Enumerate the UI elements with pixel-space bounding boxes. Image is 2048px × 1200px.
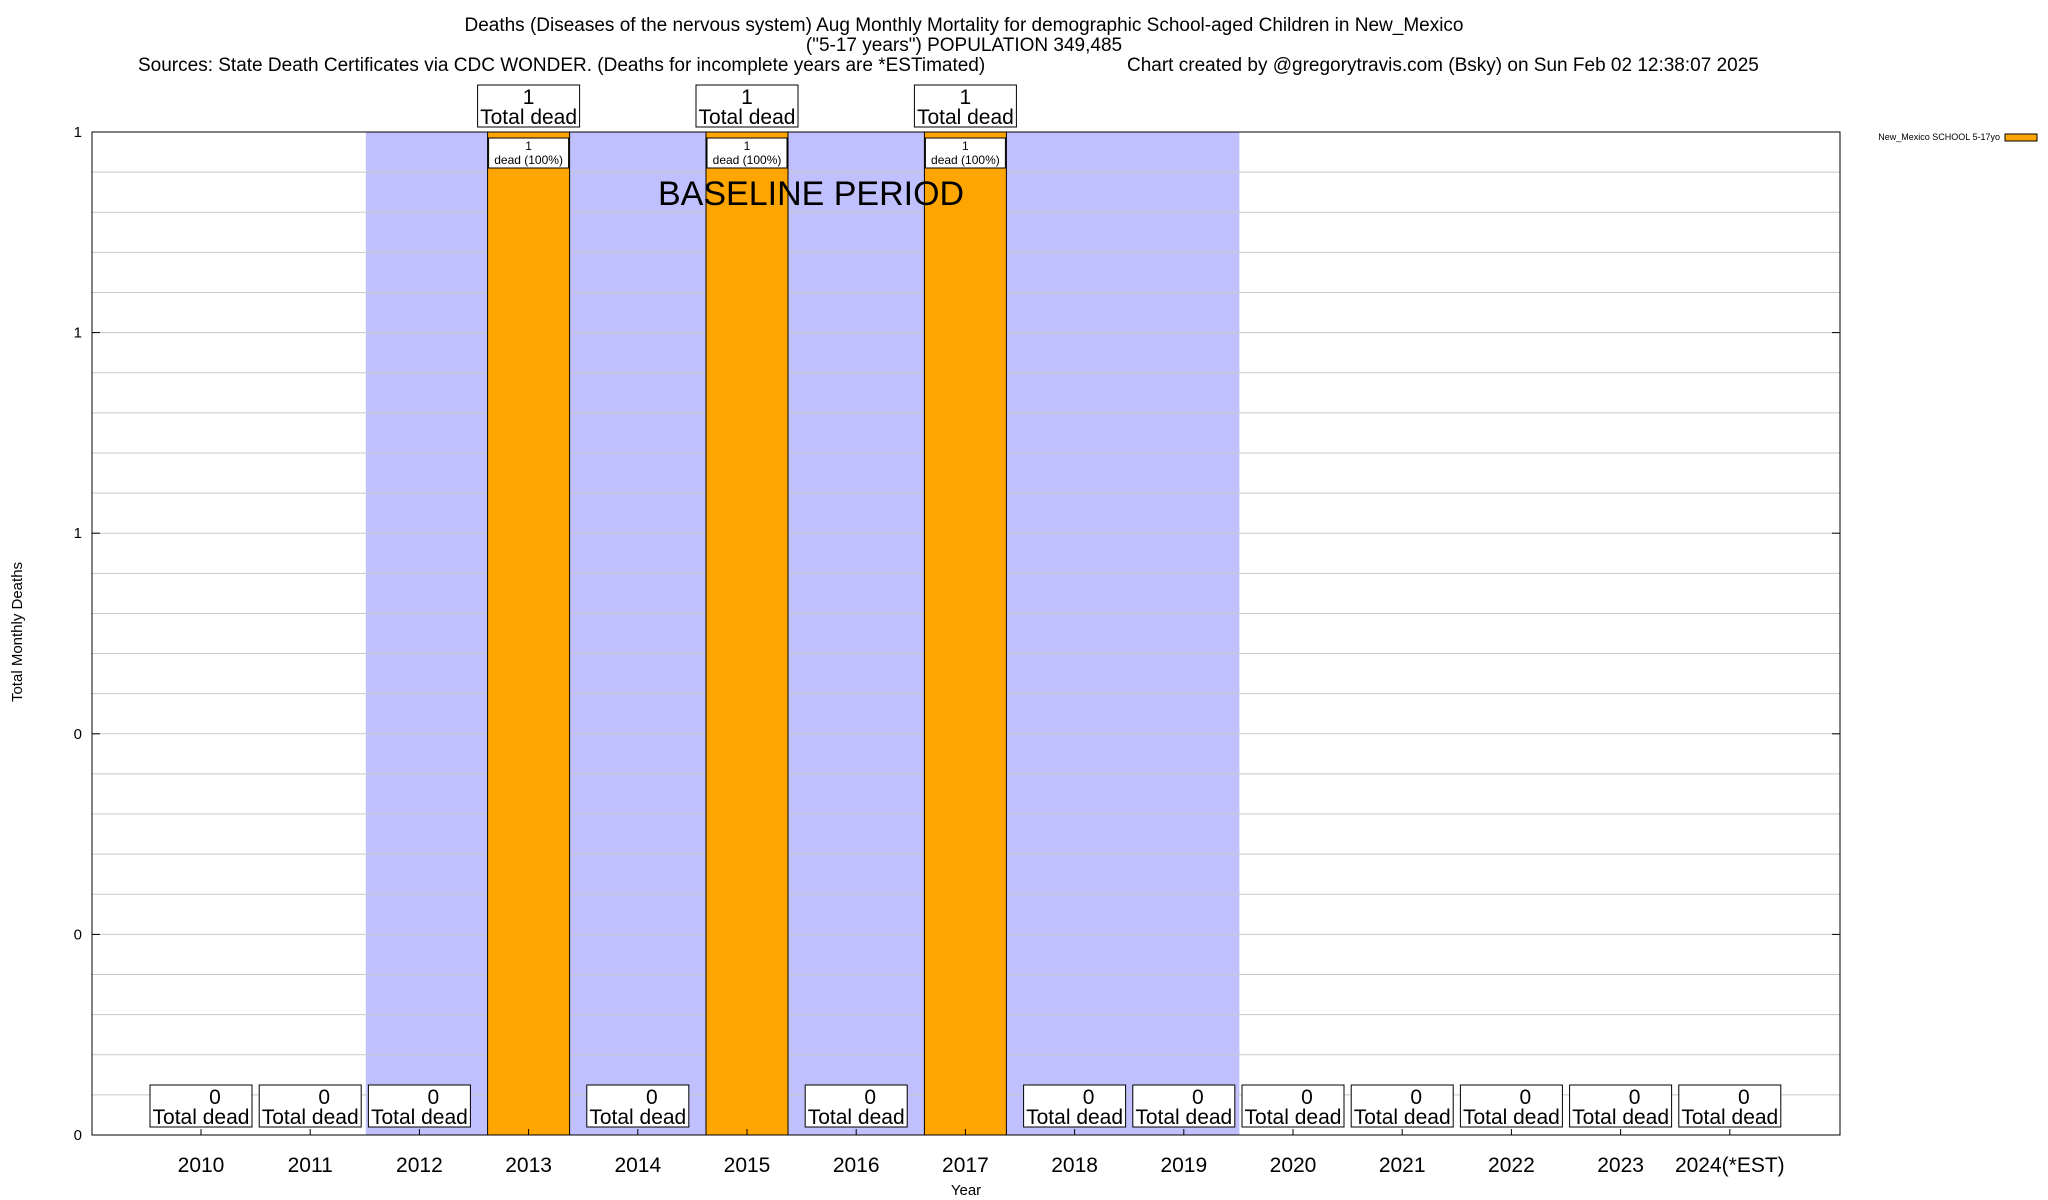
sources-text: Sources: State Death Certificates via CD… bbox=[138, 55, 985, 76]
total-label-count: 0 bbox=[318, 1086, 330, 1109]
bar bbox=[487, 131, 571, 1136]
total-label-box bbox=[695, 84, 799, 128]
x-tick-label: 2010 bbox=[178, 1154, 225, 1177]
total-label-box bbox=[1350, 1084, 1454, 1128]
total-label-text: Total dead bbox=[589, 1106, 686, 1129]
total-label-box bbox=[367, 1084, 471, 1128]
total-label-text: Total dead bbox=[1245, 1106, 1342, 1129]
total-label-count: 1 bbox=[960, 86, 972, 109]
total-label-box bbox=[1023, 1084, 1127, 1128]
total-label-count: 0 bbox=[1301, 1086, 1313, 1109]
segment-label-box bbox=[488, 137, 570, 169]
x-tick-label: 2013 bbox=[505, 1154, 552, 1177]
total-label-box bbox=[258, 1084, 362, 1128]
legend: New_Mexico SCHOOL 5-17yo bbox=[1878, 132, 2038, 142]
total-label-box bbox=[149, 1084, 253, 1128]
total-label-box bbox=[477, 84, 581, 128]
x-tick-label: 2020 bbox=[1270, 1154, 1317, 1177]
x-tick-label: 2018 bbox=[1051, 1154, 1098, 1177]
x-tick-label: 2019 bbox=[1160, 1154, 1207, 1177]
total-label-text: Total dead bbox=[153, 1106, 250, 1129]
x-tick-label: 2011 bbox=[288, 1154, 333, 1177]
total-label-text: Total dead bbox=[808, 1106, 905, 1129]
total-label-count: 0 bbox=[428, 1086, 440, 1109]
total-label-text: Total dead bbox=[1354, 1106, 1451, 1129]
total-label-count: 0 bbox=[1083, 1086, 1095, 1109]
total-label-count: 0 bbox=[1520, 1086, 1532, 1109]
total-label-box bbox=[1132, 1084, 1236, 1128]
total-label-count: 0 bbox=[646, 1086, 658, 1109]
total-label-box bbox=[1678, 1084, 1782, 1128]
baseline-period-label: BASELINE PERIOD bbox=[658, 175, 964, 213]
x-tick-label: 2023 bbox=[1597, 1154, 1644, 1177]
credit-text: Chart created by @gregorytravis.com (Bsk… bbox=[1127, 55, 1759, 76]
total-label-count: 0 bbox=[1410, 1086, 1422, 1109]
total-label-count: 0 bbox=[1629, 1086, 1641, 1109]
segment-label-box bbox=[706, 137, 788, 169]
x-tick-label: 2016 bbox=[833, 1154, 880, 1177]
total-label-count: 0 bbox=[209, 1086, 221, 1109]
segment-label-count: 1 bbox=[962, 139, 969, 153]
total-label-box bbox=[1569, 1084, 1673, 1128]
x-axis-title: Year bbox=[951, 1182, 981, 1199]
x-tick-label: 2014 bbox=[614, 1154, 661, 1177]
y-tick-label: 0 bbox=[74, 1127, 82, 1144]
y-tick-label: 1 bbox=[74, 325, 82, 342]
total-label-text: Total dead bbox=[699, 106, 796, 129]
y-tick-label: 1 bbox=[74, 525, 82, 542]
total-label-text: Total dead bbox=[480, 106, 577, 129]
x-tick-label: 2012 bbox=[396, 1154, 443, 1177]
bars bbox=[197, 131, 1734, 1136]
bar bbox=[923, 131, 1007, 1136]
segment-label-count: 1 bbox=[744, 139, 751, 153]
total-label-box bbox=[804, 1084, 908, 1128]
total-label-box bbox=[1459, 1084, 1563, 1128]
x-tick-label: 2024(*EST) bbox=[1675, 1154, 1785, 1177]
total-label-text: Total dead bbox=[1026, 1106, 1123, 1129]
total-label-text: Total dead bbox=[1681, 1106, 1778, 1129]
title-line-1: Deaths (Diseases of the nervous system) … bbox=[464, 15, 1463, 36]
x-tick-label: 2017 bbox=[942, 1154, 989, 1177]
total-label-count: 0 bbox=[1738, 1086, 1750, 1109]
axis-ticks bbox=[92, 131, 1840, 1136]
total-label-text: Total dead bbox=[1463, 1106, 1560, 1129]
total-label-text: Total dead bbox=[371, 1106, 468, 1129]
segment-label-box bbox=[924, 137, 1006, 169]
segment-label-text: dead (100%) bbox=[931, 153, 1000, 167]
total-label-count: 1 bbox=[523, 86, 535, 109]
plot-frame bbox=[91, 131, 1841, 1136]
bar bbox=[705, 131, 789, 1136]
x-tick-label: 2015 bbox=[724, 1154, 771, 1177]
segment-label-count: 1 bbox=[525, 139, 532, 153]
y-axis-title: Total Monthly Deaths bbox=[9, 562, 26, 702]
legend-label: New_Mexico SCHOOL 5-17yo bbox=[1878, 132, 2000, 142]
total-label-box bbox=[586, 1084, 690, 1128]
total-label-text: Total dead bbox=[1135, 1106, 1232, 1129]
total-label-count: 0 bbox=[1192, 1086, 1204, 1109]
segment-label-text: dead (100%) bbox=[494, 153, 563, 167]
total-label-text: Total dead bbox=[917, 106, 1014, 129]
total-label-box bbox=[1241, 1084, 1345, 1128]
x-tick-label: 2021 bbox=[1379, 1154, 1426, 1177]
total-label-count: 0 bbox=[864, 1086, 876, 1109]
x-tick-label: 2022 bbox=[1488, 1154, 1535, 1177]
y-tick-label: 0 bbox=[74, 926, 82, 943]
y-tick-label: 1 bbox=[74, 124, 82, 141]
total-label-count: 1 bbox=[741, 86, 753, 109]
total-label-box bbox=[913, 84, 1017, 128]
segment-label-text: dead (100%) bbox=[713, 153, 782, 167]
legend-swatch bbox=[2004, 133, 2038, 142]
title-line-2: ("5-17 years") POPULATION 349,485 bbox=[806, 35, 1122, 56]
y-tick-label: 0 bbox=[74, 726, 82, 743]
total-label-text: Total dead bbox=[262, 1106, 359, 1129]
total-label-text: Total dead bbox=[1572, 1106, 1669, 1129]
